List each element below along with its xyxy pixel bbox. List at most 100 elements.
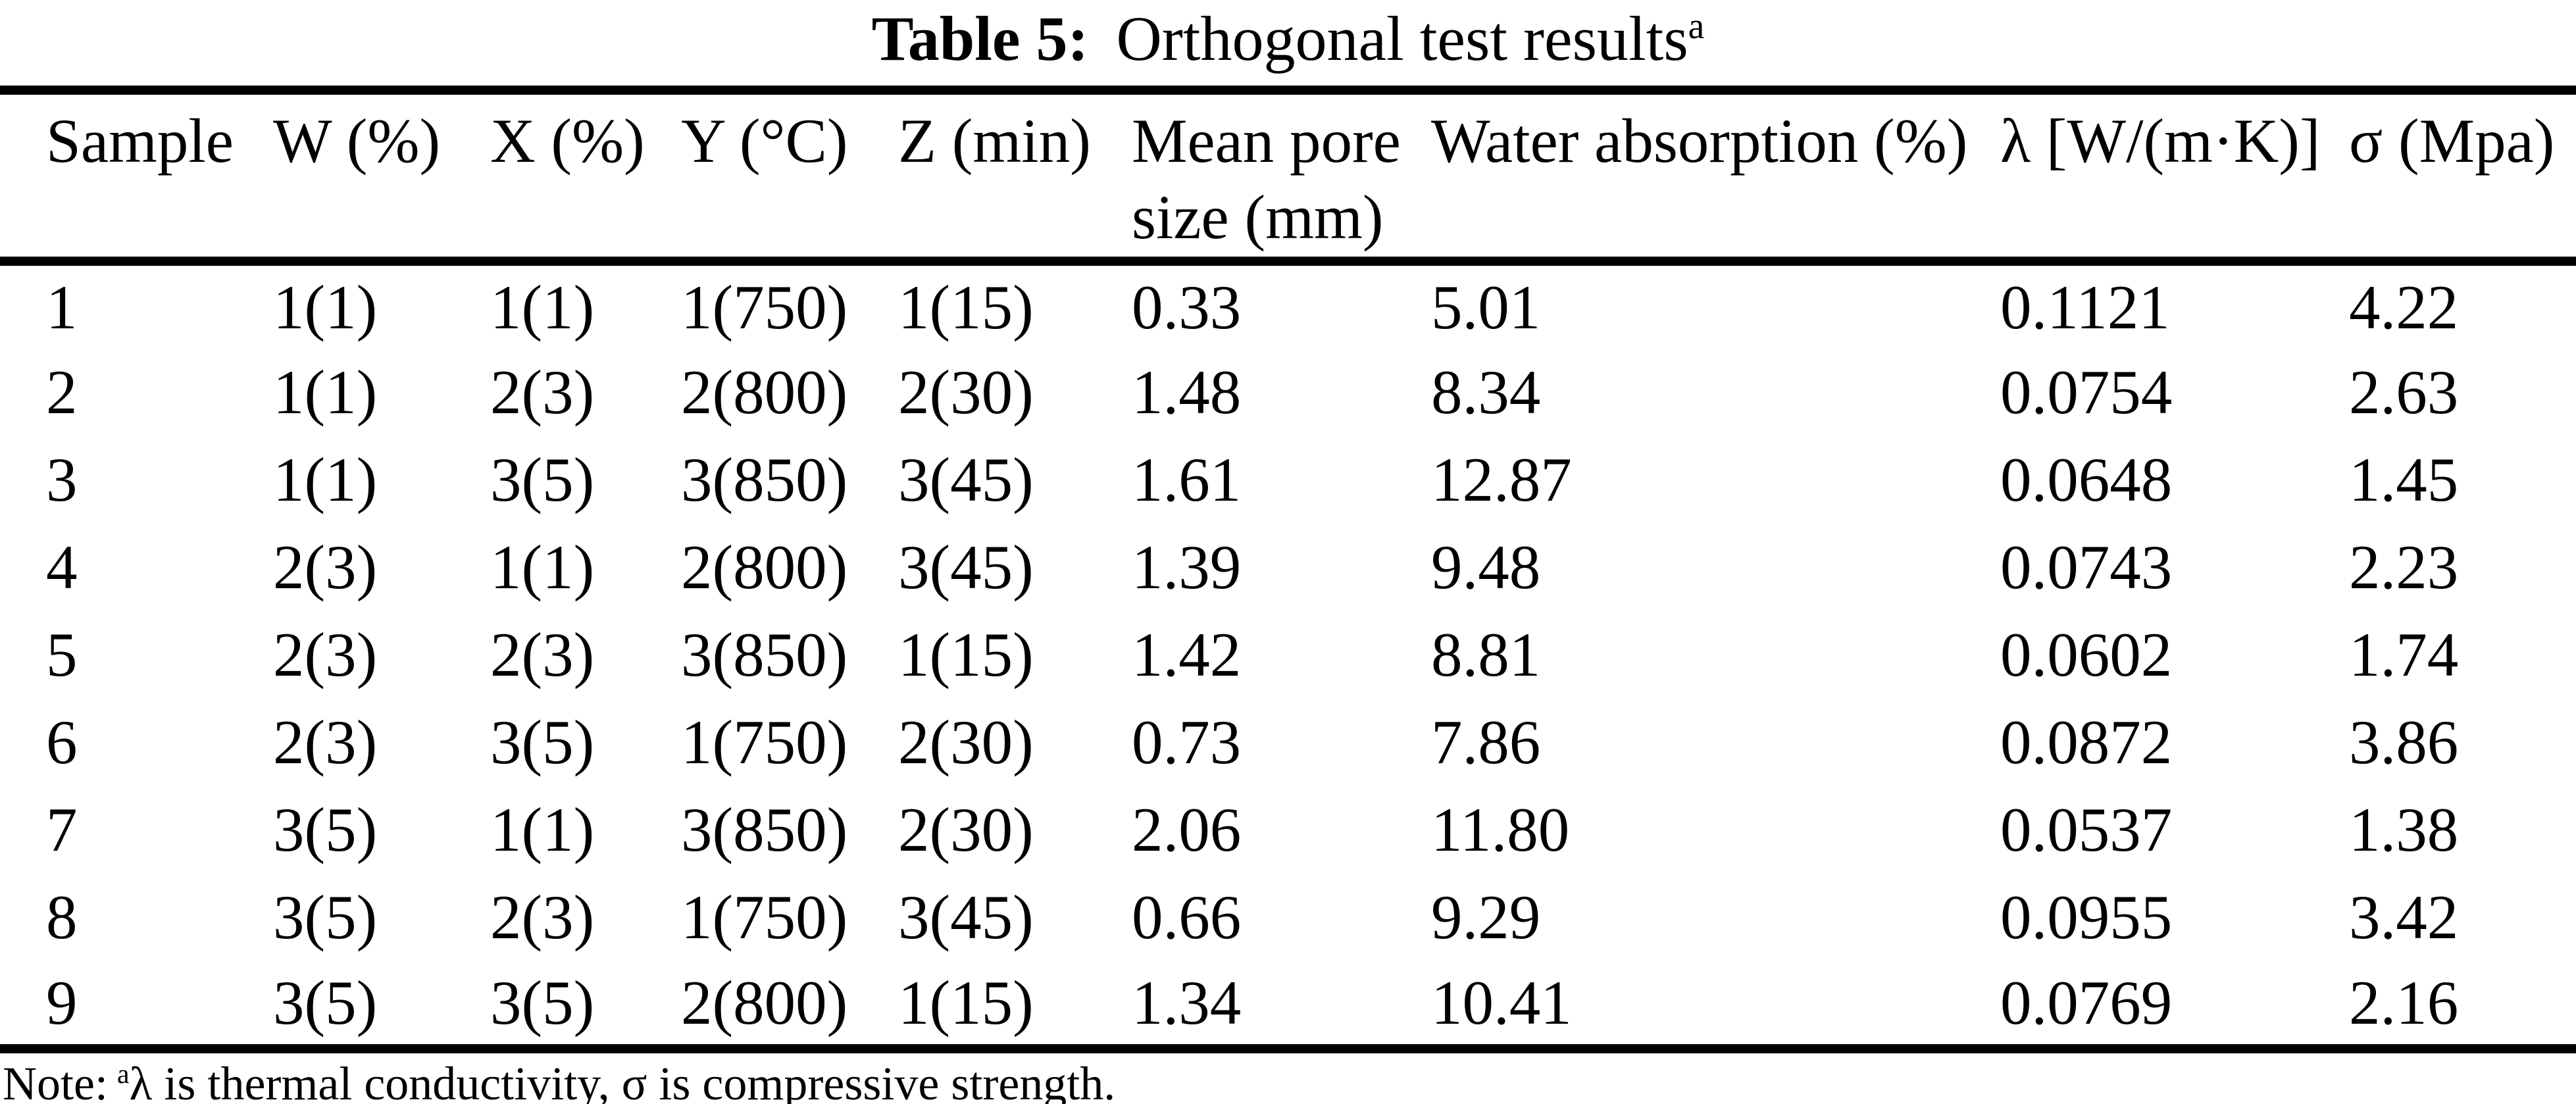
data-cell-r4c7: 9.48	[1431, 532, 1541, 602]
data-cell-r5c9: 1.74	[2349, 620, 2459, 690]
data-cell-r8c4: 1(750)	[681, 882, 848, 952]
table-caption-text: Orthogonal test results	[1116, 3, 1688, 74]
header-cell-col9: σ (Mpa)	[2349, 106, 2555, 176]
data-cell-r1c2: 1(1)	[273, 272, 378, 342]
data-cell-r6c3: 3(5)	[490, 707, 595, 777]
data-cell-r6c2: 2(3)	[273, 707, 378, 777]
footnote-text: λ is thermal conductivity, σ is compress…	[129, 1057, 1116, 1104]
header-cell-col5: Z (min)	[898, 106, 1091, 176]
data-cell-r7c1: 7	[46, 795, 78, 865]
data-cell-r5c7: 8.81	[1431, 620, 1541, 690]
data-cell-r6c5: 2(30)	[898, 707, 1034, 777]
data-cell-r6c8: 0.0872	[2000, 707, 2173, 777]
data-cell-r4c5: 3(45)	[898, 532, 1034, 602]
header-cell-col4: Y (°C)	[681, 106, 848, 176]
table-row-9: 9 3(5) 3(5) 2(800) 1(15) 1.34 10.41 0.0769 2.16	[0, 961, 2576, 1049]
data-cell-r4c9: 2.23	[2349, 532, 2459, 602]
table-row-1: 1 1(1) 1(1) 1(750) 1(15) 0.33 5.01 0.1121 4.22	[0, 261, 2576, 349]
data-cell-r5c8: 0.0602	[2000, 620, 2173, 690]
data-cell-r2c3: 2(3)	[490, 357, 595, 427]
data-cell-r7c8: 0.0537	[2000, 795, 2173, 865]
data-cell-r7c2: 3(5)	[273, 795, 378, 865]
data-cell-r9c5: 1(15)	[898, 967, 1034, 1038]
data-cell-r1c6: 0.33	[1132, 272, 1242, 342]
data-cell-r3c7: 12.87	[1431, 445, 1572, 514]
data-cell-r1c4: 1(750)	[681, 272, 848, 342]
data-cell-r8c8: 0.0955	[2000, 882, 2173, 952]
data-cell-r5c5: 1(15)	[898, 620, 1034, 690]
table-row-5: 5 2(3) 2(3) 3(850) 1(15) 1.42 8.81 0.0602 1.74	[0, 611, 2576, 699]
data-cell-r6c9: 3.86	[2349, 707, 2459, 777]
table-row-3: 3 1(1) 3(5) 3(850) 3(45) 1.61 12.87 0.0648 1.45	[0, 436, 2576, 524]
data-cell-r7c4: 3(850)	[681, 795, 848, 865]
data-cell-r8c7: 9.29	[1431, 882, 1541, 952]
header-cell-col3: X (%)	[490, 106, 645, 176]
data-cell-r6c7: 7.86	[1431, 707, 1541, 777]
header-cell-col2: W (%)	[273, 106, 441, 176]
data-cell-r4c3: 1(1)	[490, 532, 595, 602]
data-cell-r2c9: 2.63	[2349, 357, 2459, 427]
header-cell-col6: Mean pore size (mm)	[1132, 106, 1401, 252]
table-caption-superscript: a	[1688, 6, 1705, 47]
data-cell-r2c4: 2(800)	[681, 357, 848, 427]
header-cell-col7: Water absorption (%)	[1431, 106, 1968, 176]
data-cell-r3c2: 1(1)	[273, 445, 378, 514]
header-cell-col8: λ [W/(m·K)]	[2000, 106, 2321, 176]
table-caption: Table 5: Orthogonal test resultsa	[0, 0, 2576, 86]
footnote-prefix: Note:	[3, 1057, 108, 1104]
data-cell-r3c3: 3(5)	[490, 445, 595, 514]
data-cell-r4c6: 1.39	[1132, 532, 1242, 602]
footnote-superscript: a	[116, 1059, 130, 1090]
data-cell-r6c6: 0.73	[1132, 707, 1242, 777]
orthogonal-test-results-table: Sample W (%) X (%) Y (°C) Z (min) Mean pore s…	[0, 86, 2576, 1053]
data-cell-r9c1: 9	[46, 967, 78, 1038]
table-footnote: Note: aλ is thermal conductivity, σ is co…	[3, 1057, 1115, 1104]
data-cell-r4c1: 4	[46, 532, 78, 602]
data-cell-r8c3: 2(3)	[490, 882, 595, 952]
data-cell-r1c5: 1(15)	[898, 272, 1034, 342]
header-cell-col1: Sample	[46, 106, 234, 176]
data-cell-r4c2: 2(3)	[273, 532, 378, 602]
data-cell-r3c6: 1.61	[1132, 445, 1242, 514]
data-cell-r5c4: 3(850)	[681, 620, 848, 690]
data-cell-r6c4: 1(750)	[681, 707, 848, 777]
data-cell-r2c6: 1.48	[1132, 357, 1242, 427]
data-cell-r9c4: 2(800)	[681, 967, 848, 1038]
data-cell-r3c4: 3(850)	[681, 445, 848, 514]
table-row-4: 4 2(3) 1(1) 2(800) 3(45) 1.39 9.48 0.0743 2.23	[0, 524, 2576, 611]
data-cell-r1c9: 4.22	[2349, 272, 2459, 342]
table-row-2: 2 1(1) 2(3) 2(800) 2(30) 1.48 8.34 0.0754 2.63	[0, 349, 2576, 436]
data-cell-r1c7: 5.01	[1431, 272, 1541, 342]
data-cell-r8c6: 0.66	[1132, 882, 1242, 952]
data-cell-r3c5: 3(45)	[898, 445, 1034, 514]
data-cell-r7c9: 1.38	[2349, 795, 2459, 865]
data-cell-r5c2: 2(3)	[273, 620, 378, 690]
data-cell-r9c7: 10.41	[1431, 967, 1572, 1038]
data-cell-r3c9: 1.45	[2349, 445, 2459, 514]
data-cell-r1c3: 1(1)	[490, 272, 595, 342]
table-caption-label: Table 5:	[871, 3, 1089, 74]
data-cell-r9c9: 2.16	[2349, 967, 2459, 1038]
data-cell-r3c1: 3	[46, 445, 78, 514]
data-cell-r1c8: 0.1121	[2000, 272, 2170, 342]
data-cell-r9c3: 3(5)	[490, 967, 595, 1038]
data-cell-r9c6: 1.34	[1132, 967, 1242, 1038]
data-cell-r6c1: 6	[46, 707, 78, 777]
data-cell-r2c8: 0.0754	[2000, 357, 2173, 427]
data-cell-r7c6: 2.06	[1132, 795, 1242, 865]
table-row-7: 7 3(5) 1(1) 3(850) 2(30) 2.06 11.80 0.0537 1.38	[0, 786, 2576, 874]
data-cell-r5c6: 1.42	[1132, 620, 1242, 690]
data-cell-r8c1: 8	[46, 882, 78, 952]
data-cell-r2c7: 8.34	[1431, 357, 1541, 427]
data-cell-r7c5: 2(30)	[898, 795, 1034, 865]
table-row-8: 8 3(5) 2(3) 1(750) 3(45) 0.66 9.29 0.0955 3.42	[0, 874, 2576, 961]
data-cell-r9c2: 3(5)	[273, 967, 378, 1038]
data-cell-r4c8: 0.0743	[2000, 532, 2173, 602]
data-cell-r3c8: 0.0648	[2000, 445, 2173, 514]
data-cell-r7c3: 1(1)	[490, 795, 595, 865]
data-cell-r2c5: 2(30)	[898, 357, 1034, 427]
table-header-row: Sample W (%) X (%) Y (°C) Z (min) Mean pore s…	[0, 90, 2576, 261]
data-cell-r7c7: 11.80	[1431, 795, 1570, 865]
data-cell-r5c1: 5	[46, 620, 78, 690]
